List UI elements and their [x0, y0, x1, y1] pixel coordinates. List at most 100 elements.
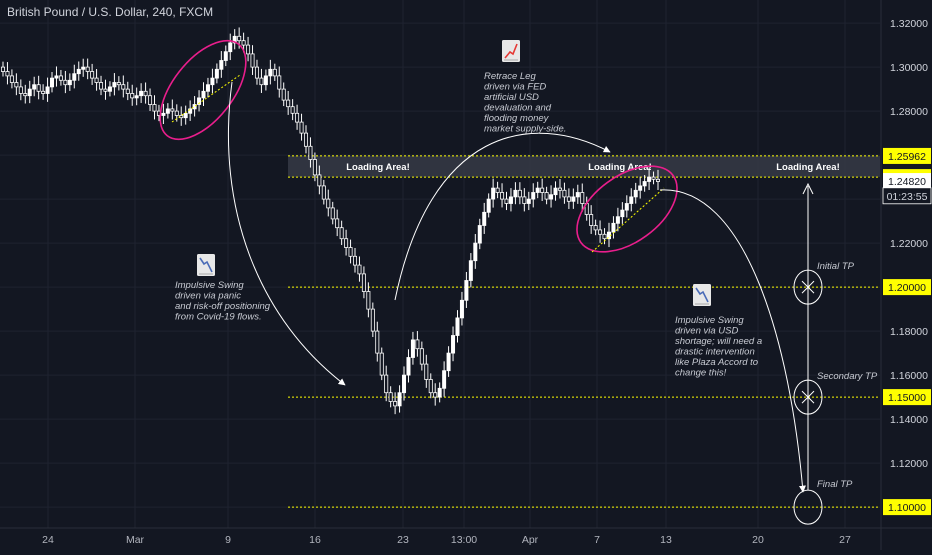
candle-body [330, 207, 335, 220]
annotation-text: Impulsive Swing [175, 280, 244, 291]
y-tick-label: 1.18000 [890, 326, 928, 338]
candle-body [459, 299, 464, 319]
candle-body [397, 392, 402, 407]
candle-body [513, 189, 518, 198]
candle-body [303, 132, 308, 147]
candle-body [393, 401, 398, 407]
candle-body [486, 198, 491, 213]
candle-body [268, 68, 273, 77]
candle-body [188, 108, 193, 114]
price-badge-label: 01:23:55 [887, 191, 928, 203]
annotation-text: from Covid-19 flows. [175, 312, 262, 323]
y-tick-label: 1.28000 [890, 106, 928, 118]
candle-body [384, 374, 389, 394]
candle-body [32, 84, 37, 90]
candle-body [99, 82, 104, 90]
annotation-text: driven via FED [484, 82, 546, 93]
candle-body [366, 291, 371, 310]
annotation-text: drastic intervention [675, 347, 755, 358]
candle-body [526, 198, 531, 204]
candle-body [27, 88, 32, 97]
target-cross [801, 390, 815, 404]
candle-body [624, 203, 629, 211]
annotation-text: like Plaza Accord to [675, 357, 758, 368]
candle-body [348, 247, 353, 257]
candle-body [72, 73, 77, 81]
zone-layer: Loading Area! Loading Area! Loading Area! [288, 155, 880, 178]
candle-body [143, 90, 148, 97]
drawings-layer: Initial TP Secondary TP Final TP [159, 39, 878, 525]
candle-body [139, 90, 144, 97]
price-badge-label: 1.25962 [888, 151, 926, 163]
candle-body [361, 273, 366, 292]
candle-body [125, 88, 130, 94]
candle-body [277, 75, 282, 90]
x-tick-label: 23 [397, 534, 409, 546]
highlight-ellipse-march [159, 39, 247, 141]
candle-body [286, 99, 291, 108]
candle-body [388, 392, 393, 402]
candle-body [593, 225, 598, 231]
candle-body [446, 352, 451, 372]
candle-body [210, 77, 215, 86]
candle-body [192, 104, 197, 110]
candle-body [580, 192, 585, 204]
y-tick-label: 1.16000 [890, 370, 928, 382]
candle-body [504, 198, 509, 204]
candle-body [63, 79, 68, 86]
down-chart-icon [693, 284, 711, 306]
price-badge [883, 389, 931, 406]
candle-body [370, 308, 375, 332]
candle-body [575, 192, 580, 198]
candle-body [477, 225, 482, 244]
x-tick-label: Apr [522, 534, 539, 546]
candle-body [165, 108, 170, 114]
candle-body [549, 194, 554, 200]
up-chart-icon [502, 40, 520, 62]
dotted-trendline [171, 74, 241, 123]
annotation-text: flooding money [484, 113, 550, 124]
loading-area-zone [288, 155, 880, 178]
candle-body [495, 187, 500, 193]
icon-line [199, 257, 213, 273]
candle-body [250, 53, 255, 68]
candle-body [112, 82, 117, 88]
candle-body [629, 196, 634, 204]
x-tick-label: 9 [225, 534, 231, 546]
candle-body [272, 68, 277, 77]
annotation-text: driven via USD [675, 326, 738, 337]
candle-body [553, 187, 558, 196]
candle-body [299, 121, 304, 134]
annotation-text: devaluation and [484, 103, 552, 114]
candle-body [130, 93, 135, 99]
candle-body [148, 95, 153, 105]
annotation-text: artificial USD [484, 92, 539, 103]
candle-body [18, 86, 23, 94]
candle-body [620, 209, 625, 218]
candle-body [50, 77, 55, 88]
candle-body [424, 363, 429, 380]
target-label: Initial TP [817, 261, 855, 272]
candle-body [14, 82, 19, 88]
levels-layer [288, 286, 880, 508]
candle-body [205, 84, 210, 92]
price-badge [883, 499, 931, 516]
annotation-text: and risk-off positioning [175, 301, 271, 312]
candle-body [442, 370, 447, 389]
candle-body [85, 66, 90, 72]
candle-body [566, 196, 571, 202]
candle-body [598, 229, 603, 235]
candle-body [589, 214, 594, 226]
highlight-ellipse-april [576, 165, 678, 253]
dotted-trendline [591, 187, 665, 253]
candle-body [491, 187, 496, 200]
icon-line [695, 287, 709, 303]
candle-body [557, 187, 562, 191]
candle-body [379, 352, 384, 376]
zone-label: Loading Area! [588, 162, 652, 173]
candle-body [317, 174, 322, 187]
candle-body [633, 189, 638, 198]
candle-body [455, 317, 460, 336]
candle-body [116, 82, 121, 86]
